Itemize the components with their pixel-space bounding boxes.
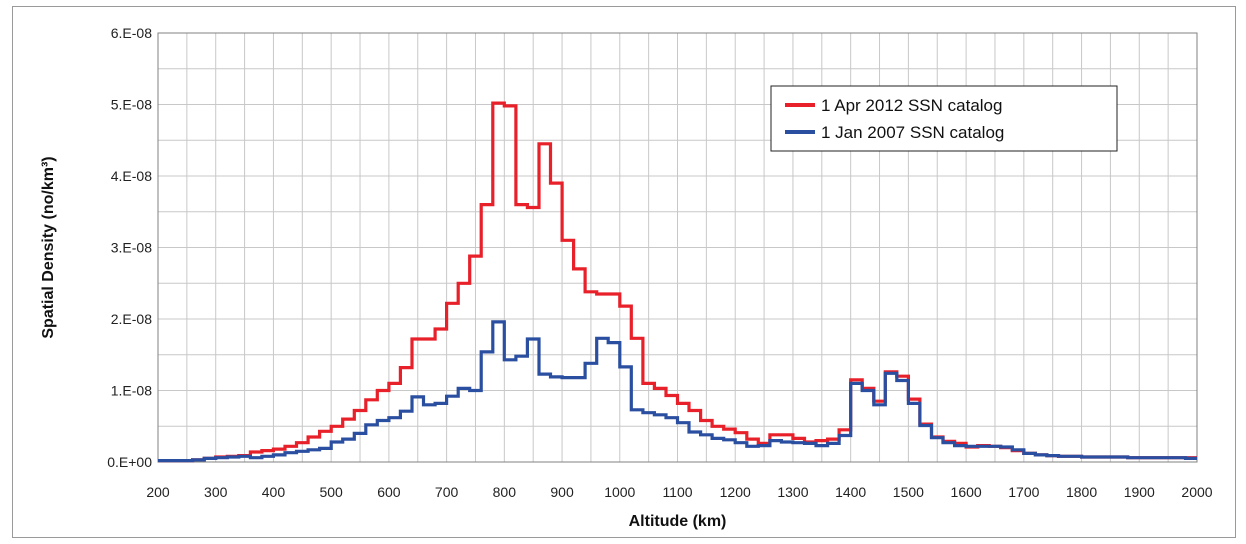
- x-tick-label: 600: [377, 484, 401, 500]
- x-tick-label: 200: [146, 484, 170, 500]
- series-line-1: [158, 320, 1197, 463]
- x-tick-label: 500: [319, 484, 343, 500]
- x-tick-label: 800: [493, 484, 517, 500]
- legend-label-2007: 1 Jan 2007 SSN catalog: [821, 123, 1004, 142]
- x-tick-label: 2000: [1181, 484, 1212, 500]
- y-tick-label: 1.E-08: [111, 383, 152, 399]
- y-tick-label: 6.E-08: [111, 25, 152, 41]
- x-axis-title: Altitude (km): [629, 513, 727, 530]
- y-tick-label: 2.E-08: [111, 311, 152, 327]
- y-axis-title: Spatial Density (no/km³): [40, 156, 57, 338]
- x-tick-label: 1100: [662, 484, 692, 500]
- x-tick-label: 700: [435, 484, 459, 500]
- y-tick-label: 5.E-08: [111, 97, 152, 113]
- x-tick-label: 300: [204, 484, 228, 500]
- y-tick-label: 4.E-08: [111, 168, 152, 184]
- series-layer: [158, 101, 1197, 463]
- x-tick-label: 400: [262, 484, 286, 500]
- legend: 1 Apr 2012 SSN catalog 1 Jan 2007 SSN ca…: [770, 85, 1118, 152]
- plot-area: [157, 32, 1198, 463]
- x-axis-ticks: 200 300 400 500 600 700 800 900 1000 1100 1200 1300…: [146, 484, 1212, 500]
- x-tick-label: 1900: [1124, 484, 1155, 500]
- y-tick-label: 3.E-08: [111, 240, 152, 256]
- y-tick-label: 0.E+00: [107, 454, 152, 470]
- x-tick-label: 1500: [893, 484, 924, 500]
- chart-frame: [12, 6, 1236, 538]
- x-tick-label: 1800: [1066, 484, 1097, 500]
- x-tick-label: 1700: [1008, 484, 1039, 500]
- y-axis-ticks: 0.E+00 1.E-08 2.E-08 3.E-08 4.E-08 5.E-08 6.E-…: [107, 25, 152, 470]
- legend-box: [770, 85, 1118, 152]
- x-tick-label: 1000: [604, 484, 635, 500]
- legend-label-2012: 1 Apr 2012 SSN catalog: [821, 96, 1002, 115]
- x-tick-label: 1400: [835, 484, 866, 500]
- x-tick-label: 1200: [720, 484, 751, 500]
- x-tick-label: 1300: [777, 484, 808, 500]
- x-tick-label: 1600: [951, 484, 982, 500]
- x-tick-label: 900: [550, 484, 574, 500]
